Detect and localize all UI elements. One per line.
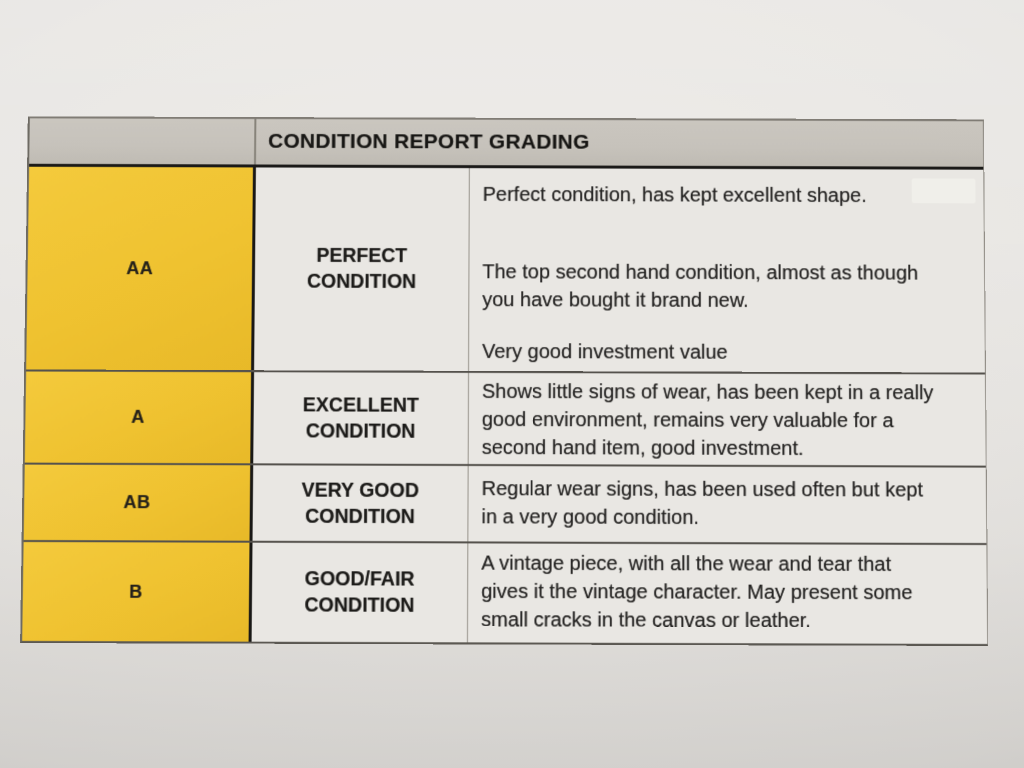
table-row-b: B GOOD/FAIR CONDITION A vintage piece, w… [22, 542, 988, 644]
condition-label-line: CONDITION [305, 419, 416, 443]
grade-code: AB [123, 492, 151, 513]
condition-label-line: GOOD/FAIR [304, 568, 415, 591]
grade-code-cell: B [22, 542, 253, 642]
condition-description-cell: Shows little signs of wear, has been kep… [469, 373, 986, 466]
table-row-ab: AB VERY GOOD CONDITION Regular wear sign… [23, 464, 987, 546]
table-title: CONDITION REPORT GRADING [268, 129, 590, 154]
condition-label-line: VERY GOOD [301, 479, 419, 502]
description-paragraph: Perfect condition, has kept excellent sh… [482, 183, 867, 207]
condition-label-line: CONDITION [305, 505, 416, 528]
grade-code: AA [126, 257, 154, 278]
grade-code: A [131, 406, 145, 427]
condition-grading-table: CONDITION REPORT GRADING AA PERFECT COND… [20, 116, 989, 647]
description-paragraph: Shows little signs of wear, has been kep… [481, 380, 934, 461]
description-paragraph: Very good investment value [482, 340, 728, 364]
condition-label-line: CONDITION [306, 270, 417, 293]
printed-sheet: CONDITION REPORT GRADING AA PERFECT COND… [20, 116, 989, 647]
condition-label-line: PERFECT [316, 244, 408, 268]
condition-description-cell: Perfect condition, has kept excellent sh… [469, 168, 985, 372]
condition-description-cell: A vintage piece, with all the wear and t… [468, 543, 987, 644]
description-paragraph: The top second hand condition, almost as… [482, 261, 919, 312]
condition-label-cell: EXCELLENT CONDITION [253, 372, 470, 464]
table-row-a: A EXCELLENT CONDITION Shows little signs… [24, 371, 986, 468]
condition-label-cell: GOOD/FAIR CONDITION [251, 542, 469, 643]
table-header-row: CONDITION REPORT GRADING [29, 118, 984, 170]
table-row-aa: AA PERFECT CONDITION Perfect condition, … [26, 166, 985, 375]
condition-label-cell: VERY GOOD CONDITION [252, 465, 469, 542]
grade-code: B [129, 581, 143, 602]
description-paragraph: A vintage piece, with all the wear and t… [481, 552, 913, 633]
header-grade-column-spacer [29, 118, 257, 165]
grade-code-cell: A [24, 371, 255, 464]
condition-label-cell: PERFECT CONDITION [254, 167, 470, 371]
condition-description-cell: Regular wear signs, has been used often … [468, 466, 986, 543]
condition-label-line: EXCELLENT [302, 393, 419, 417]
condition-label-line: CONDITION [304, 594, 415, 617]
description-paragraph: Regular wear signs, has been used often … [481, 478, 924, 530]
grade-code-cell: AB [23, 464, 254, 541]
grade-code-cell: AA [26, 166, 256, 371]
